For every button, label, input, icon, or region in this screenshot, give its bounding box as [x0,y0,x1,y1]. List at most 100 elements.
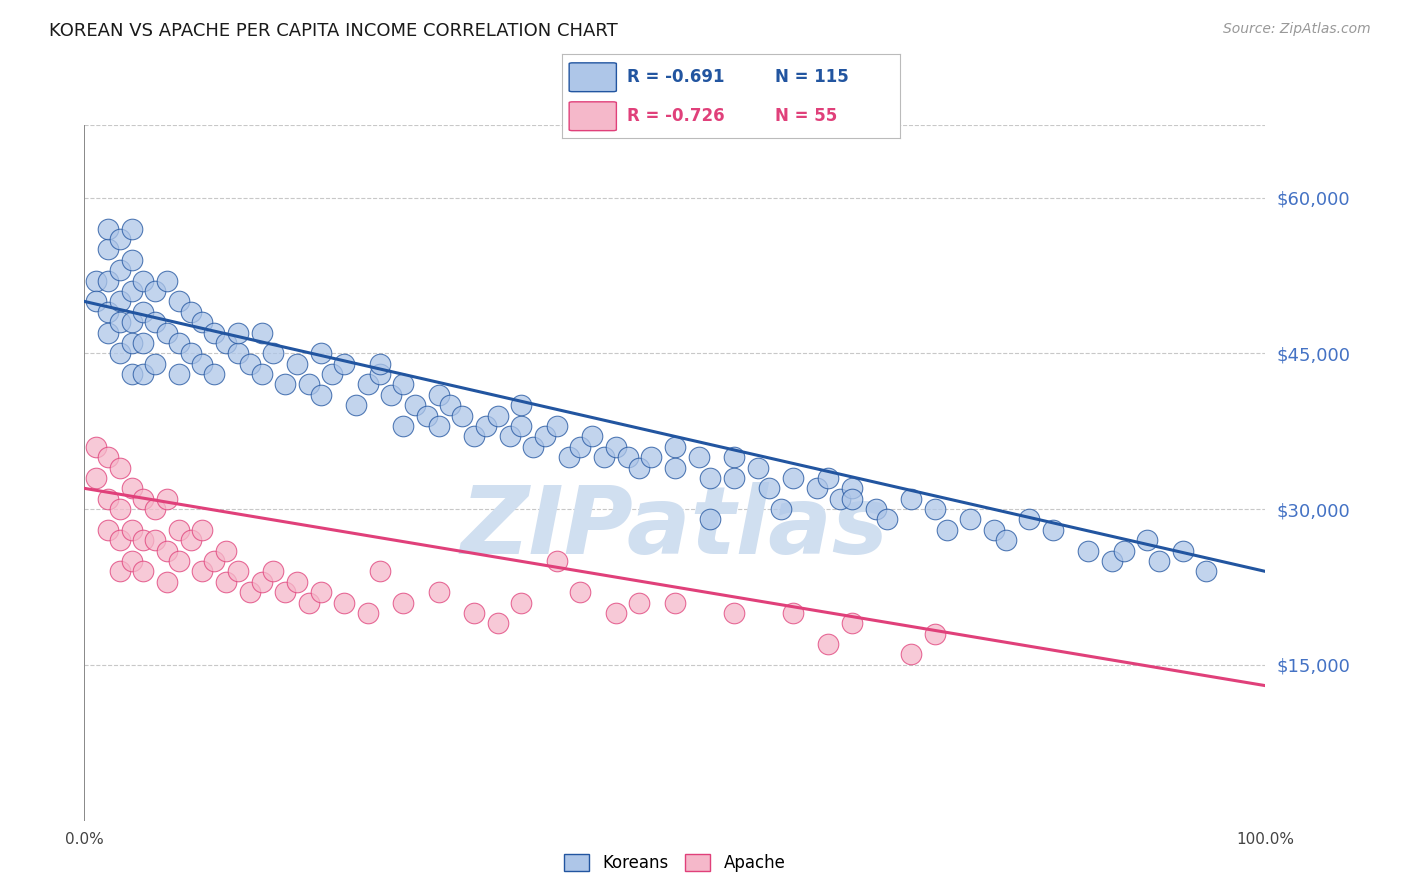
Point [132,335,155,350]
Point [97,243,120,257]
Point [309,388,332,402]
Point [180,346,202,360]
Point [121,315,143,329]
Point [959,512,981,526]
Point [451,409,474,423]
Point [782,606,804,620]
Point [97,450,120,465]
Point [191,315,214,329]
Point [167,367,190,381]
Point [298,596,321,610]
Point [782,471,804,485]
Point [84,440,107,454]
Point [1101,554,1123,568]
Text: R = -0.726: R = -0.726 [627,107,724,125]
Text: N = 115: N = 115 [775,69,849,87]
Point [876,512,898,526]
Point [84,274,107,288]
Point [121,481,143,495]
Point [935,523,957,537]
Point [486,616,509,631]
Point [108,533,131,548]
Point [156,543,179,558]
Point [97,326,120,340]
Point [191,357,214,371]
Point [628,596,651,610]
Point [392,419,415,434]
Point [463,606,485,620]
Point [285,574,308,589]
Point [132,367,155,381]
Point [664,440,686,454]
Point [121,252,143,267]
Legend: Koreans, Apache: Koreans, Apache [558,847,792,879]
Point [156,274,179,288]
Point [463,429,485,443]
Point [108,565,131,579]
Point [983,523,1005,537]
Point [156,326,179,340]
Point [688,450,710,465]
Point [806,481,828,495]
Point [143,284,166,298]
Point [510,596,533,610]
Point [333,596,356,610]
Point [143,315,166,329]
Point [132,274,155,288]
Point [1042,523,1064,537]
Point [180,305,202,319]
Point [522,440,544,454]
Point [699,512,721,526]
Point [427,585,450,599]
Point [557,450,579,465]
Point [817,471,839,485]
Point [357,377,380,392]
Point [900,491,922,506]
Point [404,398,426,412]
Point [510,419,533,434]
Point [605,440,627,454]
Point [132,491,155,506]
Point [108,232,131,246]
Point [392,596,415,610]
Point [121,284,143,298]
Point [121,335,143,350]
Point [226,346,249,360]
Point [274,377,297,392]
Point [1136,533,1159,548]
Text: ZIPatlas: ZIPatlas [461,483,889,574]
FancyBboxPatch shape [569,62,616,92]
Point [285,357,308,371]
Point [368,357,391,371]
Point [191,565,214,579]
Point [439,398,461,412]
Point [321,367,343,381]
Point [226,326,249,340]
Point [486,409,509,423]
Point [368,565,391,579]
Point [121,221,143,235]
Point [167,294,190,309]
Point [841,481,863,495]
Point [262,346,284,360]
Point [758,481,780,495]
Point [475,419,498,434]
Point [605,606,627,620]
Point [924,626,946,640]
Point [616,450,638,465]
Point [534,429,557,443]
Point [546,554,568,568]
Point [239,585,262,599]
Point [546,419,568,434]
Point [250,574,273,589]
Point [202,367,225,381]
Point [723,450,745,465]
Text: KOREAN VS APACHE PER CAPITA INCOME CORRELATION CHART: KOREAN VS APACHE PER CAPITA INCOME CORRE… [49,22,619,40]
Point [143,533,166,548]
Point [132,305,155,319]
Point [121,554,143,568]
Point [274,585,297,599]
Point [900,648,922,662]
Point [84,294,107,309]
Text: Source: ZipAtlas.com: Source: ZipAtlas.com [1223,22,1371,37]
